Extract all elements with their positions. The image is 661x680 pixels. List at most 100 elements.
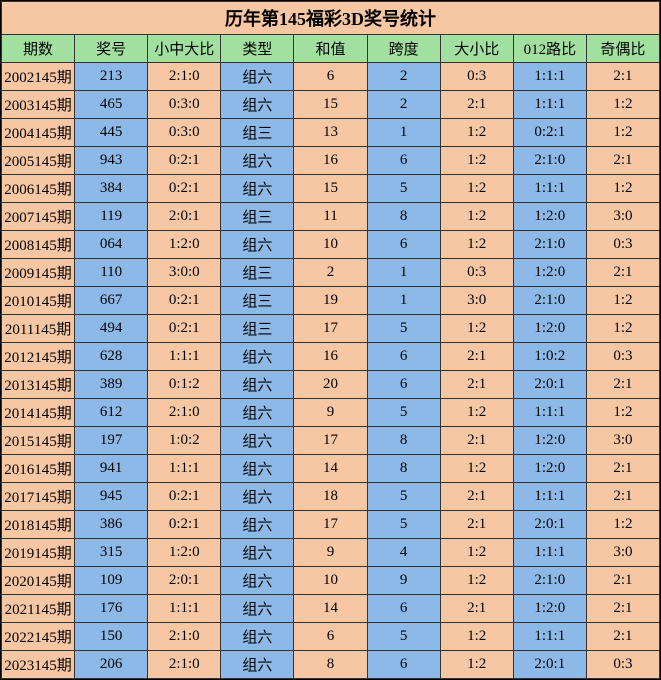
cell: 2:1:0 bbox=[148, 399, 221, 427]
cell: 0:2:1 bbox=[148, 175, 221, 203]
cell: 1:2:0 bbox=[513, 455, 586, 483]
cell: 0:2:1 bbox=[148, 287, 221, 315]
cell: 2:1 bbox=[586, 455, 659, 483]
cell: 2 bbox=[367, 91, 440, 119]
cell: 5 bbox=[367, 315, 440, 343]
cell: 6 bbox=[367, 595, 440, 623]
table-row: 2003145期4650:3:0组六1522:11:1:11:2 bbox=[2, 91, 660, 119]
cell: 1:2 bbox=[586, 287, 659, 315]
cell: 5 bbox=[367, 483, 440, 511]
table-row: 2007145期1192:0:1组三1181:21:2:03:0 bbox=[2, 203, 660, 231]
cell: 组六 bbox=[221, 175, 294, 203]
cell: 组三 bbox=[221, 315, 294, 343]
cell: 6 bbox=[367, 147, 440, 175]
cell: 6 bbox=[367, 651, 440, 679]
cell: 1:1:1 bbox=[513, 483, 586, 511]
cell: 2:1 bbox=[440, 483, 513, 511]
cell: 组三 bbox=[221, 259, 294, 287]
cell: 2:1 bbox=[586, 595, 659, 623]
cell: 1:0:2 bbox=[148, 427, 221, 455]
cell: 17 bbox=[294, 315, 367, 343]
table-row: 2012145期6281:1:1组六1662:11:0:20:3 bbox=[2, 343, 660, 371]
lottery-stats-table-wrap: 历年第145福彩3D奖号统计期数奖号小中大比类型和值跨度大小比012路比奇偶比2… bbox=[0, 0, 661, 680]
cell: 2:1 bbox=[440, 343, 513, 371]
cell: 2016145期 bbox=[2, 455, 75, 483]
table-header-row: 期数奖号小中大比类型和值跨度大小比012路比奇偶比 bbox=[2, 35, 660, 63]
table-row: 2004145期4450:3:0组三1311:20:2:11:2 bbox=[2, 119, 660, 147]
cell: 945 bbox=[75, 483, 148, 511]
cell: 1:2 bbox=[586, 91, 659, 119]
col-header-4: 和值 bbox=[294, 35, 367, 63]
cell: 组六 bbox=[221, 511, 294, 539]
cell: 0:3:0 bbox=[148, 91, 221, 119]
col-header-8: 奇偶比 bbox=[586, 35, 659, 63]
cell: 064 bbox=[75, 231, 148, 259]
cell: 941 bbox=[75, 455, 148, 483]
table-title: 历年第145福彩3D奖号统计 bbox=[2, 2, 660, 35]
cell: 2:1:0 bbox=[148, 63, 221, 91]
cell: 2012145期 bbox=[2, 343, 75, 371]
cell: 0:2:1 bbox=[148, 147, 221, 175]
cell: 1:2 bbox=[440, 203, 513, 231]
cell: 组六 bbox=[221, 455, 294, 483]
cell: 3:0 bbox=[586, 539, 659, 567]
cell: 2:1 bbox=[440, 427, 513, 455]
cell: 2:1 bbox=[586, 371, 659, 399]
cell: 2:1:0 bbox=[513, 147, 586, 175]
table-row: 2015145期1971:0:2组六1782:11:2:03:0 bbox=[2, 427, 660, 455]
cell: 9 bbox=[367, 567, 440, 595]
cell: 667 bbox=[75, 287, 148, 315]
cell: 组六 bbox=[221, 343, 294, 371]
cell: 组三 bbox=[221, 203, 294, 231]
cell: 1:2:0 bbox=[513, 427, 586, 455]
cell: 组六 bbox=[221, 483, 294, 511]
cell: 1:2 bbox=[586, 175, 659, 203]
cell: 17 bbox=[294, 427, 367, 455]
cell: 2006145期 bbox=[2, 175, 75, 203]
cell: 16 bbox=[294, 343, 367, 371]
cell: 9 bbox=[294, 399, 367, 427]
cell: 2021145期 bbox=[2, 595, 75, 623]
cell: 2:1 bbox=[440, 511, 513, 539]
cell: 2018145期 bbox=[2, 511, 75, 539]
cell: 2:1 bbox=[440, 595, 513, 623]
cell: 2:1 bbox=[440, 371, 513, 399]
cell: 组六 bbox=[221, 539, 294, 567]
cell: 组六 bbox=[221, 623, 294, 651]
cell: 组六 bbox=[221, 371, 294, 399]
cell: 1:2 bbox=[586, 119, 659, 147]
cell: 15 bbox=[294, 175, 367, 203]
cell: 2014145期 bbox=[2, 399, 75, 427]
cell: 5 bbox=[367, 399, 440, 427]
cell: 2015145期 bbox=[2, 427, 75, 455]
cell: 8 bbox=[367, 455, 440, 483]
cell: 2:1 bbox=[586, 147, 659, 175]
cell: 2:1 bbox=[586, 567, 659, 595]
cell: 18 bbox=[294, 483, 367, 511]
cell: 2:1:0 bbox=[148, 651, 221, 679]
cell: 1:2:0 bbox=[513, 315, 586, 343]
cell: 1:1:1 bbox=[513, 63, 586, 91]
table-row: 2018145期3860:2:1组六1752:12:0:11:2 bbox=[2, 511, 660, 539]
cell: 1 bbox=[367, 287, 440, 315]
cell: 943 bbox=[75, 147, 148, 175]
cell: 组六 bbox=[221, 231, 294, 259]
cell: 6 bbox=[367, 371, 440, 399]
cell: 1:2:0 bbox=[513, 259, 586, 287]
cell: 11 bbox=[294, 203, 367, 231]
col-header-0: 期数 bbox=[2, 35, 75, 63]
cell: 组六 bbox=[221, 91, 294, 119]
cell: 384 bbox=[75, 175, 148, 203]
cell: 109 bbox=[75, 567, 148, 595]
cell: 2023145期 bbox=[2, 651, 75, 679]
cell: 2:1:0 bbox=[148, 623, 221, 651]
cell: 1:0:2 bbox=[513, 343, 586, 371]
col-header-1: 奖号 bbox=[75, 35, 148, 63]
cell: 4 bbox=[367, 539, 440, 567]
cell: 1:2 bbox=[440, 231, 513, 259]
cell: 612 bbox=[75, 399, 148, 427]
cell: 0:2:1 bbox=[148, 315, 221, 343]
table-row: 2021145期1761:1:1组六1462:11:2:02:1 bbox=[2, 595, 660, 623]
cell: 0:3 bbox=[586, 651, 659, 679]
cell: 2 bbox=[294, 259, 367, 287]
